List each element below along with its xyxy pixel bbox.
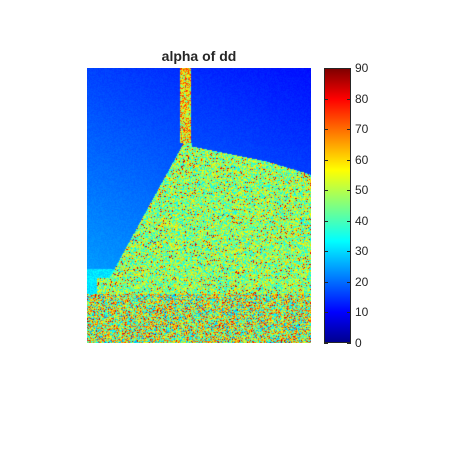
colorbar-tick-mark: [347, 68, 351, 69]
colorbar-tick-label: 60: [355, 152, 369, 167]
colorbar-tick-mark: [324, 190, 328, 192]
colorbar-tick-mark: [347, 343, 351, 344]
colorbar-tick-label: 30: [355, 244, 369, 259]
colorbar-tick-mark: [324, 129, 328, 131]
colorbar-tick-label: 80: [355, 91, 369, 106]
colorbar-tick-mark: [324, 68, 328, 69]
colorbar-tick-label: 50: [355, 183, 369, 198]
colorbar-tick-label: 20: [355, 274, 369, 289]
colorbar-tick-mark: [347, 159, 351, 161]
colorbar-tick-mark: [324, 343, 328, 344]
colorbar: [324, 68, 351, 343]
colorbar-gradient: [325, 69, 350, 342]
colorbar-tick-mark: [324, 220, 328, 222]
alpha-image-map: [87, 68, 311, 343]
colorbar-tick-mark: [347, 129, 351, 131]
colorbar-tick-mark: [324, 159, 328, 161]
colorbar-tick-mark: [324, 98, 328, 100]
colorbar-tick-label: 0: [355, 336, 362, 350]
alpha-map-canvas: [87, 68, 311, 343]
colorbar-tick-label: 70: [355, 122, 369, 137]
colorbar-tick-mark: [347, 98, 351, 100]
colorbar-tick-label: 40: [355, 213, 369, 228]
colorbar-tick-mark: [347, 312, 351, 314]
colorbar-tick-mark: [347, 190, 351, 192]
colorbar-tick-mark: [324, 281, 328, 283]
colorbar-tick-mark: [347, 281, 351, 283]
plot-title: alpha of dd: [161, 48, 237, 64]
colorbar-tick-label: 10: [355, 305, 369, 320]
colorbar-tick-mark: [347, 220, 351, 222]
colorbar-tick-label: 90: [355, 61, 369, 75]
colorbar-tick-mark: [347, 251, 351, 253]
colorbar-tick-mark: [324, 251, 328, 253]
colorbar-tick-mark: [324, 312, 328, 314]
